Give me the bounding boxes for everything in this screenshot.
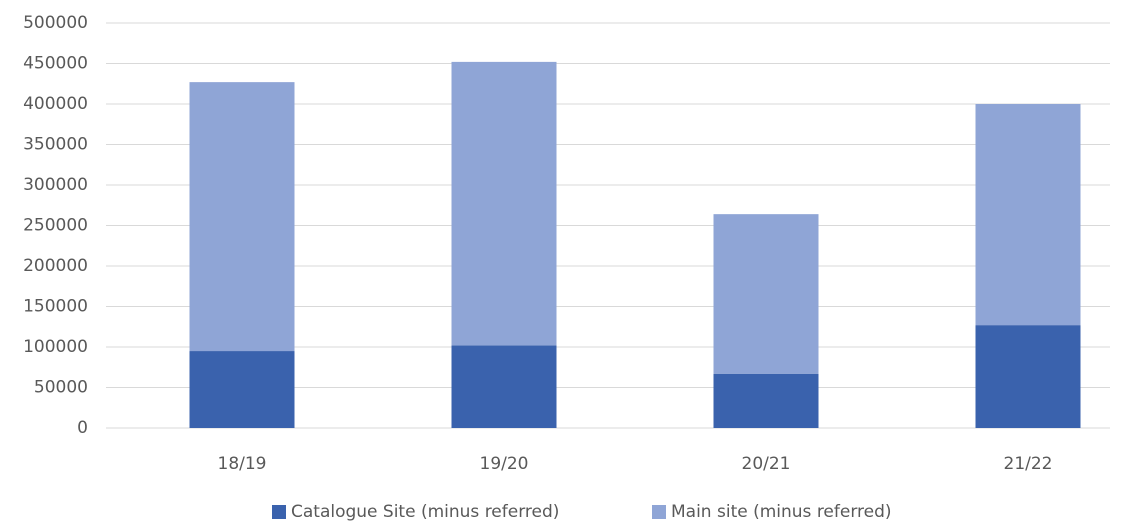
bar-segment bbox=[975, 325, 1081, 428]
y-tick-label: 250000 bbox=[23, 216, 88, 236]
legend-label: Catalogue Site (minus referred) bbox=[291, 502, 559, 522]
x-tick-label: 19/20 bbox=[480, 454, 529, 474]
y-tick-label: 200000 bbox=[23, 256, 88, 276]
x-tick-label: 18/19 bbox=[218, 454, 267, 474]
y-tick-label: 0 bbox=[77, 418, 88, 438]
legend-swatch bbox=[272, 505, 286, 519]
y-tick-label: 100000 bbox=[23, 337, 88, 357]
y-tick-label: 300000 bbox=[23, 175, 88, 195]
y-tick-label: 50000 bbox=[34, 378, 88, 398]
bar-segment bbox=[189, 82, 295, 352]
bar-segment bbox=[713, 214, 819, 374]
legend-label: Main site (minus referred) bbox=[671, 502, 892, 522]
y-tick-label: 500000 bbox=[23, 13, 88, 33]
x-tick-label: 20/21 bbox=[742, 454, 791, 474]
x-tick-label: 21/22 bbox=[1004, 454, 1053, 474]
bar-segment bbox=[713, 373, 819, 428]
y-tick-label: 400000 bbox=[23, 94, 88, 114]
bar-segment bbox=[975, 104, 1081, 326]
y-tick-label: 450000 bbox=[23, 54, 88, 74]
bar-segment bbox=[189, 351, 295, 428]
legend-swatch bbox=[652, 505, 666, 519]
bar-segment bbox=[451, 61, 557, 346]
y-tick-label: 350000 bbox=[23, 135, 88, 155]
y-tick-label: 150000 bbox=[23, 297, 88, 317]
bar-segment bbox=[451, 345, 557, 428]
